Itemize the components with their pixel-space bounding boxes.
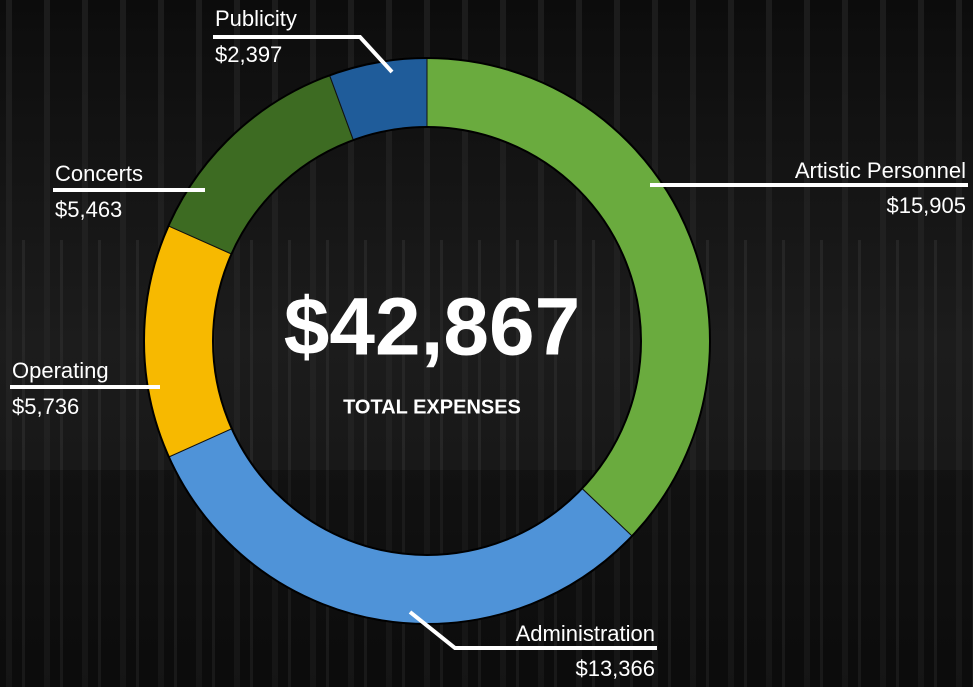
- leader-line: [213, 35, 394, 74]
- segment-name: Publicity: [215, 6, 297, 31]
- segment-value: $5,736: [12, 394, 79, 419]
- segment-value: $15,905: [886, 193, 966, 218]
- segment-value: $2,397: [215, 42, 282, 67]
- segment-name: Artistic Personnel: [795, 158, 966, 183]
- segment-name: Administration: [516, 621, 655, 646]
- segment-value: $5,463: [55, 197, 122, 222]
- ring-edge: [212, 126, 642, 556]
- donut: [143, 57, 711, 625]
- total-caption: TOTAL EXPENSES: [343, 396, 521, 418]
- segment-name: Concerts: [55, 161, 143, 186]
- total-value: $42,867: [284, 282, 580, 373]
- leader-line: [408, 610, 657, 650]
- labels: Artistic Personnel $15,905 Administration $…: [10, 6, 968, 681]
- segment-name: Operating: [12, 358, 109, 383]
- segment-value: $13,366: [575, 656, 655, 681]
